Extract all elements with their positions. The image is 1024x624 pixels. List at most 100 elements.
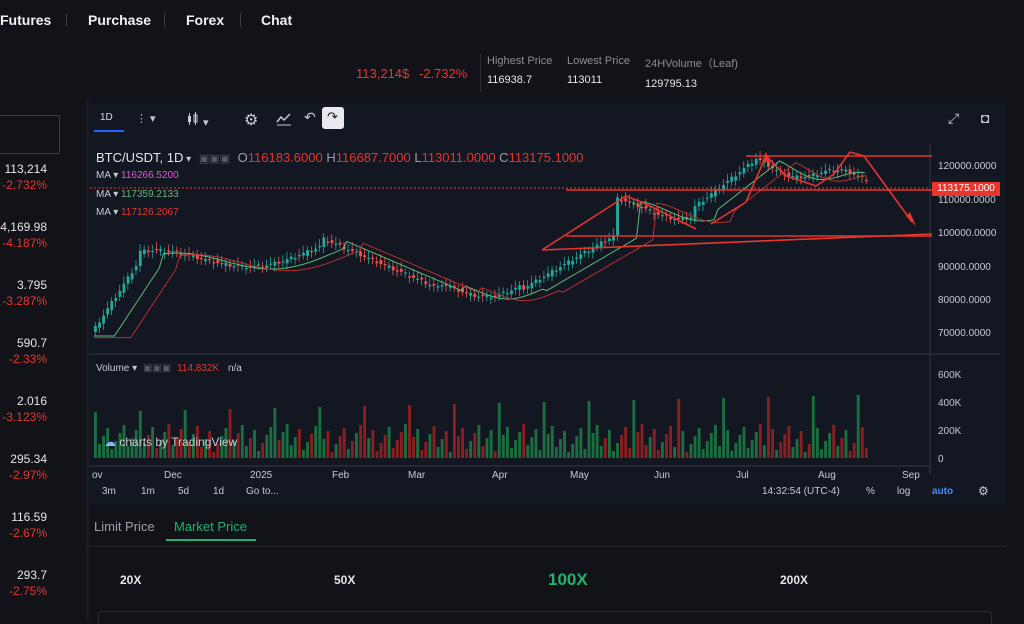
ticker-last-price: 113,214$ <box>356 66 410 81</box>
chevron-down-icon[interactable]: ▾ <box>183 154 192 165</box>
camera-icon[interactable]: ◘ <box>981 110 990 126</box>
candle <box>791 175 795 178</box>
chart-settings-icon[interactable]: ⚙ <box>978 484 989 498</box>
order-panel-frame <box>98 611 992 624</box>
chart-clock: 14:32:54 (UTC-4) <box>762 486 840 497</box>
leverage-20x[interactable]: 20X <box>120 573 142 587</box>
market-item[interactable]: 116.59 -2.67% <box>0 510 47 540</box>
fullscreen-icon[interactable]: ⤢ <box>948 110 960 126</box>
annotation-line <box>849 151 865 157</box>
candle <box>334 243 338 245</box>
candle <box>701 201 705 205</box>
candle <box>811 173 815 177</box>
candle <box>122 283 126 293</box>
leverage-200x[interactable]: 200X <box>780 573 809 587</box>
candle <box>844 169 848 172</box>
volume-controls-icon[interactable]: ▣▣▣ <box>142 363 172 374</box>
candle <box>820 172 823 175</box>
settings-gear-icon[interactable]: ⚙ <box>244 112 259 129</box>
legend-controls-icon[interactable]: ▣▣▣ <box>198 153 231 165</box>
volume-bar <box>399 432 403 458</box>
market-price: 293.7 <box>16 568 47 582</box>
nav-forex[interactable]: Forex <box>186 12 225 28</box>
ma-legend-1[interactable]: MA ▾ 116266.5200 <box>96 170 179 181</box>
candle <box>147 250 150 253</box>
volume-bar <box>501 435 505 458</box>
candle <box>387 265 391 268</box>
scale-auto[interactable]: auto <box>932 486 954 497</box>
range-3m[interactable]: 3m <box>102 486 116 497</box>
volume-na: n/a <box>227 363 242 374</box>
leverage-50x[interactable]: 50X <box>334 573 356 587</box>
candle <box>281 261 285 263</box>
range-1m[interactable]: 1m <box>141 486 155 497</box>
ma-line-2 <box>94 160 865 337</box>
goto-button[interactable]: Go to... <box>246 486 279 497</box>
candle <box>689 217 693 219</box>
candle <box>632 202 636 205</box>
volume-bar <box>734 443 738 458</box>
ohlc-h-label: H <box>326 150 336 165</box>
candle <box>852 172 856 175</box>
market-item[interactable]: 4,169.98 -4.187% <box>0 220 47 250</box>
candle <box>665 214 668 216</box>
volume-bar <box>338 436 342 458</box>
candle <box>754 158 758 165</box>
nav-futures[interactable]: Futures <box>0 12 52 28</box>
left-search-box[interactable] <box>0 115 60 154</box>
candle-style-icon[interactable]: ▾ <box>186 112 209 129</box>
volume-bar <box>775 450 779 458</box>
volume-bar <box>367 438 371 458</box>
volume-bar <box>510 448 513 458</box>
indicators-icon[interactable] <box>276 112 292 129</box>
scale-percent[interactable]: % <box>866 486 875 497</box>
candle <box>595 244 599 248</box>
market-item[interactable]: 2.016 -3.123% <box>0 394 47 424</box>
scale-log[interactable]: log <box>897 486 911 497</box>
annotation-line <box>785 175 817 187</box>
volume-bar <box>636 432 640 458</box>
candle <box>807 175 811 177</box>
leverage-100x[interactable]: 100X <box>548 570 588 589</box>
market-item[interactable]: 293.7 -2.75% <box>0 568 47 598</box>
volume-bar <box>375 451 379 458</box>
market-item[interactable]: 113,214 -2.732% <box>0 162 47 192</box>
volume-bar <box>742 427 746 458</box>
ma-legend-2[interactable]: MA ▾ 117359.2133 <box>96 189 179 200</box>
volume-bar <box>844 430 848 458</box>
tab-market-price[interactable]: Market Price <box>174 519 247 534</box>
market-item[interactable]: 295.34 -2.97% <box>0 452 47 482</box>
candle <box>685 216 689 220</box>
ma-legend-3[interactable]: MA ▾ 117126.2067 <box>96 207 179 218</box>
candle <box>783 173 787 176</box>
volume-bar <box>371 430 375 458</box>
candle <box>310 251 314 253</box>
chart-panel: 1D ⋮ ▾ ▾ ⚙ ↶ ↷ ⤢ ◘ BTC/USDT, 1D ▾ ▣▣▣ O1… <box>86 104 1006 504</box>
tab-limit-price[interactable]: Limit Price <box>94 519 155 534</box>
interval-selector[interactable]: 1D <box>100 112 113 123</box>
ohlc-l-label: L <box>414 150 422 165</box>
nav-purchase[interactable]: Purchase <box>88 12 152 28</box>
range-5d[interactable]: 5d <box>178 486 190 497</box>
candle <box>554 270 558 272</box>
redo-button[interactable]: ↷ <box>322 107 344 129</box>
volume-bar <box>322 439 326 458</box>
more-icon[interactable]: ⋮ ▾ <box>136 113 156 125</box>
volume-label[interactable]: Volume <box>96 363 130 374</box>
last-price-tag: 113175.1000 <box>932 182 1000 196</box>
candle <box>469 292 473 296</box>
range-1d[interactable]: 1d <box>213 486 225 497</box>
undo-icon[interactable]: ↶ <box>304 109 316 125</box>
market-item[interactable]: 590.7 -2.33% <box>0 336 47 366</box>
candle <box>677 217 681 219</box>
tradingview-logo[interactable]: ☁ charts by TradingView <box>104 435 237 449</box>
candle <box>269 263 273 265</box>
volume-bar <box>183 410 187 458</box>
candle <box>559 267 562 271</box>
symbol-label[interactable]: BTC/USDT, 1D <box>96 150 184 165</box>
nav-chat[interactable]: Chat <box>261 12 293 28</box>
candle <box>212 262 216 264</box>
market-item[interactable]: 3.795 -3.287% <box>0 278 47 308</box>
volume-bar <box>505 427 509 458</box>
volume-bar <box>762 445 766 458</box>
